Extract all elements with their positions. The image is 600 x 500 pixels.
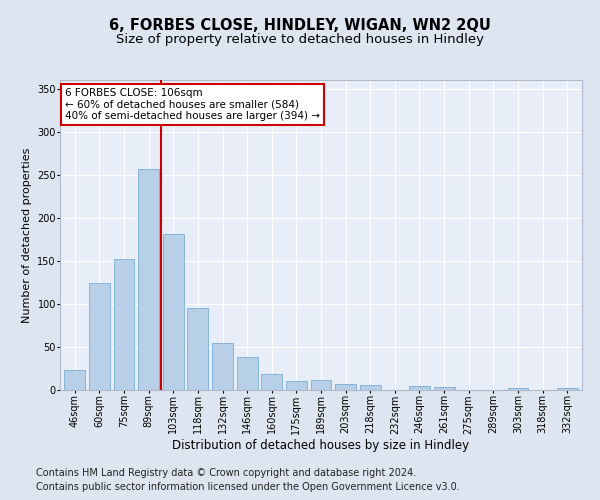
Bar	[236, 358, 257, 390]
Text: Contains HM Land Registry data © Crown copyright and database right 2024.: Contains HM Land Registry data © Crown c…	[36, 468, 416, 477]
Bar	[187, 308, 208, 390]
Bar	[64, 370, 85, 390]
Bar	[89, 283, 110, 390]
Bar	[557, 388, 578, 390]
Bar	[163, 234, 184, 390]
Bar	[335, 384, 356, 390]
Bar	[434, 386, 455, 390]
Text: Contains public sector information licensed under the Open Government Licence v3: Contains public sector information licen…	[36, 482, 460, 492]
Bar	[212, 342, 233, 390]
Text: Size of property relative to detached houses in Hindley: Size of property relative to detached ho…	[116, 32, 484, 46]
Bar	[261, 374, 282, 390]
Bar	[409, 386, 430, 390]
Bar	[508, 388, 529, 390]
Text: 6 FORBES CLOSE: 106sqm
← 60% of detached houses are smaller (584)
40% of semi-de: 6 FORBES CLOSE: 106sqm ← 60% of detached…	[65, 88, 320, 121]
Y-axis label: Number of detached properties: Number of detached properties	[22, 148, 32, 322]
Bar	[138, 168, 159, 390]
X-axis label: Distribution of detached houses by size in Hindley: Distribution of detached houses by size …	[172, 439, 470, 452]
Bar	[360, 385, 381, 390]
Bar	[286, 382, 307, 390]
Text: 6, FORBES CLOSE, HINDLEY, WIGAN, WN2 2QU: 6, FORBES CLOSE, HINDLEY, WIGAN, WN2 2QU	[109, 18, 491, 32]
Bar	[311, 380, 331, 390]
Bar	[113, 259, 134, 390]
